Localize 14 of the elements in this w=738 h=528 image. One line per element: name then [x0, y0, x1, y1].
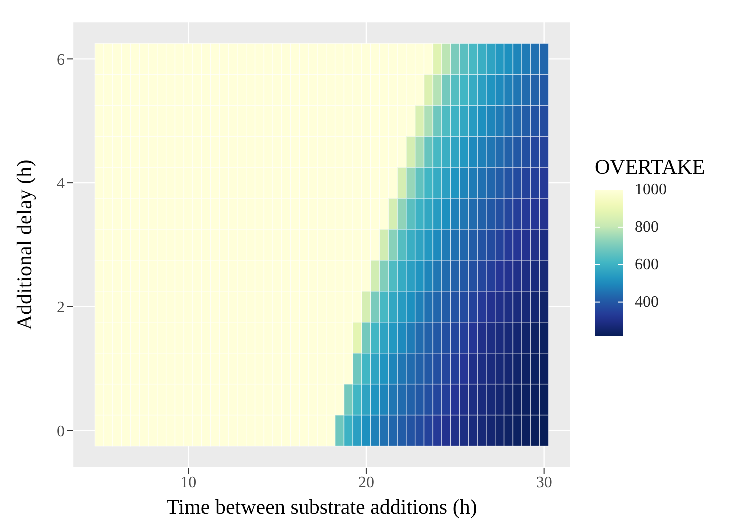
color-bar-label: 400	[635, 294, 659, 311]
color-bar-label: 1000	[635, 182, 667, 198]
color-bar-label: 800	[635, 218, 659, 236]
y-tick-label: 2	[57, 300, 65, 317]
color-bar-title: OVERTAKE	[595, 155, 706, 179]
x-axis-title: Time between substrate additions (h)	[166, 495, 478, 519]
y-tick-label: 0	[57, 424, 65, 441]
x-tick-label: 30	[536, 474, 552, 492]
y-tick-label: 6	[57, 52, 65, 69]
x-tick-label: 10	[180, 474, 197, 492]
y-axis-title: Additional delay (h)	[12, 160, 36, 330]
x-tick-label: 20	[358, 474, 374, 492]
color-bar-label: 600	[635, 256, 659, 274]
y-tick-label: 4	[57, 176, 65, 193]
